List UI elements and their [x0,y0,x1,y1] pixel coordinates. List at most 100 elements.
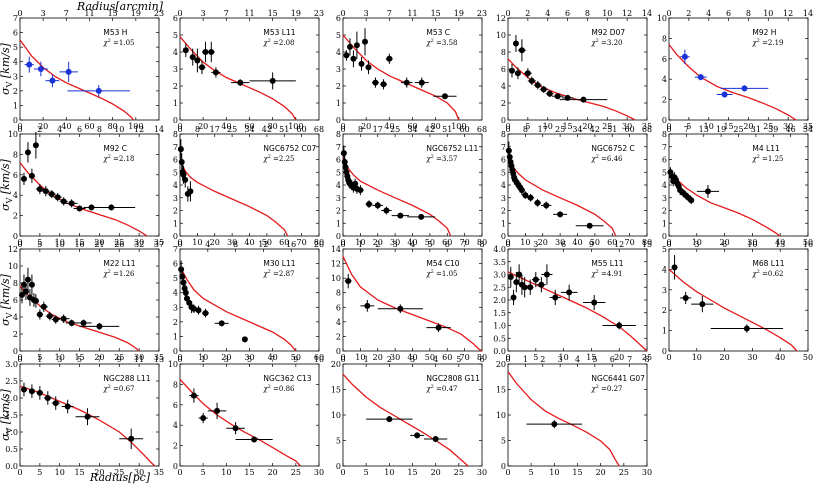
top-tick-label: 25 [733,125,743,134]
top-tick-label: 1 [201,355,206,364]
x-tick-label: 15 [562,122,572,131]
data-marker [68,319,75,326]
data-point [20,382,27,397]
x-tick-label: 0 [17,468,22,477]
top-tick-label: 6 [445,240,450,249]
x-tick-label: 20 [94,353,104,362]
x-tick-label: 15 [74,353,84,362]
data-point [39,301,48,312]
top-tick-label: 1 [364,355,369,364]
y-tick-label: 3 [662,286,667,295]
y-tick-label: 2.0 [5,394,18,403]
top-tick-label: 0 [17,355,22,364]
panel-title: NGC6752 C [591,144,634,153]
data-marker [194,57,201,64]
data-point [177,139,184,160]
y-tick-label: 5 [336,168,341,177]
y-tick-label: 6 [13,29,18,38]
y-tick-label: 5 [336,31,341,40]
data-point [182,43,189,58]
top-tick-label: 13 [154,355,164,364]
data-point [688,196,695,205]
data-marker [54,194,61,201]
data-point [207,402,227,420]
top-tick-label: 8 [479,240,484,249]
y-tick-label: 6 [336,14,341,23]
y-tick-label: 6 [662,55,667,64]
data-marker [212,69,219,76]
top-tick-label: 13 [699,125,709,134]
y-tick-label: 8 [662,130,667,139]
data-point [381,206,392,215]
data-point [24,142,31,163]
model-curve [342,34,460,121]
data-point [533,80,542,90]
top-tick-label: 2 [375,240,380,249]
x-tick-label: 20 [221,353,231,362]
data-point [602,321,636,330]
plot-frame [19,133,160,237]
x-tick-label: 30 [642,468,652,477]
x-tick-label: 30 [747,238,757,247]
y-tick-label: 8 [501,48,506,57]
data-point [516,264,523,285]
x-tick-label: 20 [596,468,606,477]
data-point [526,420,583,429]
data-marker [432,435,439,442]
data-marker [418,79,425,86]
top-tick-label: 7 [224,9,229,18]
y-tick-label: 1 [13,101,18,110]
data-marker [345,278,352,285]
data-point [51,396,60,410]
y-tick-label: 4 [173,421,178,430]
data-point [541,201,552,210]
y-axis-title: σV [km/s] [0,158,14,211]
x-tick-label: 40 [244,238,254,247]
panel-title: NGC6752 C07 [263,144,316,153]
x-tick-label: 5 [364,468,369,477]
y-tick-label: 1.0 [5,428,18,437]
top-tick-label: 32 [134,240,144,249]
top-tick-label: 5 [37,240,42,249]
x-tick-label: 10 [692,238,702,247]
data-point [371,77,379,88]
top-tick-label: 42 [590,125,600,134]
data-point [377,304,423,314]
top-tick-label: 12 [783,9,793,18]
top-tick-label: 0 [505,355,510,364]
chi2-label: χ2 =0.67 [102,384,134,393]
x-tick-label: 35 [154,238,164,247]
data-point [45,311,54,321]
top-tick-label: 4 [706,9,711,18]
top-tick-label: 0 [17,125,22,134]
data-point [198,60,206,75]
x-tick-label: 40 [775,353,785,362]
x-tick-label: 10 [355,353,365,362]
data-marker [534,82,541,89]
x-tick-label: 0 [505,238,510,247]
top-tick-label: 12 [258,240,268,249]
panel-title: NGC6441 G07 [591,374,645,383]
x-tick-label: 30 [555,238,565,247]
panel-title: M92 D07 [591,28,625,37]
top-tick-label: 37 [154,240,164,249]
y-tick-label: 8 [501,130,506,139]
x-tick-label: 35 [642,122,652,131]
y-tick-label: 2 [662,207,667,216]
top-tick-label: 0 [177,240,182,249]
y-tick-label: 0 [13,347,18,356]
data-marker [32,142,39,149]
top-tick-label: 10 [602,9,612,18]
panel: 0 10 20 30 40 50 60 70 800 8 17 25 34 42 51 60 680123456… [501,125,652,247]
chi2-label: χ2 =0.27 [590,384,622,393]
top-tick-label: 3 [41,9,46,18]
panel-title: M53 H [103,28,127,37]
data-point [33,61,48,77]
top-tick-label: 31 [751,125,761,134]
data-point [391,212,410,219]
top-tick-label: 8 [644,355,649,364]
top-tick-label: 15 [431,9,441,18]
x-tick-label: 10 [355,238,365,247]
